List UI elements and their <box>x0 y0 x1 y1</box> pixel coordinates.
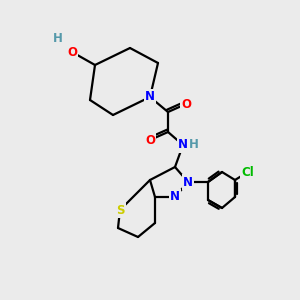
Text: Cl: Cl <box>242 166 254 178</box>
Text: N: N <box>178 139 188 152</box>
Text: H: H <box>189 137 199 151</box>
Text: N: N <box>145 91 155 103</box>
Text: O: O <box>181 98 191 110</box>
Text: H: H <box>53 32 63 44</box>
Text: N: N <box>170 190 180 203</box>
Text: O: O <box>67 46 77 59</box>
Text: O: O <box>145 134 155 146</box>
Text: S: S <box>116 203 124 217</box>
Text: N: N <box>183 176 193 188</box>
